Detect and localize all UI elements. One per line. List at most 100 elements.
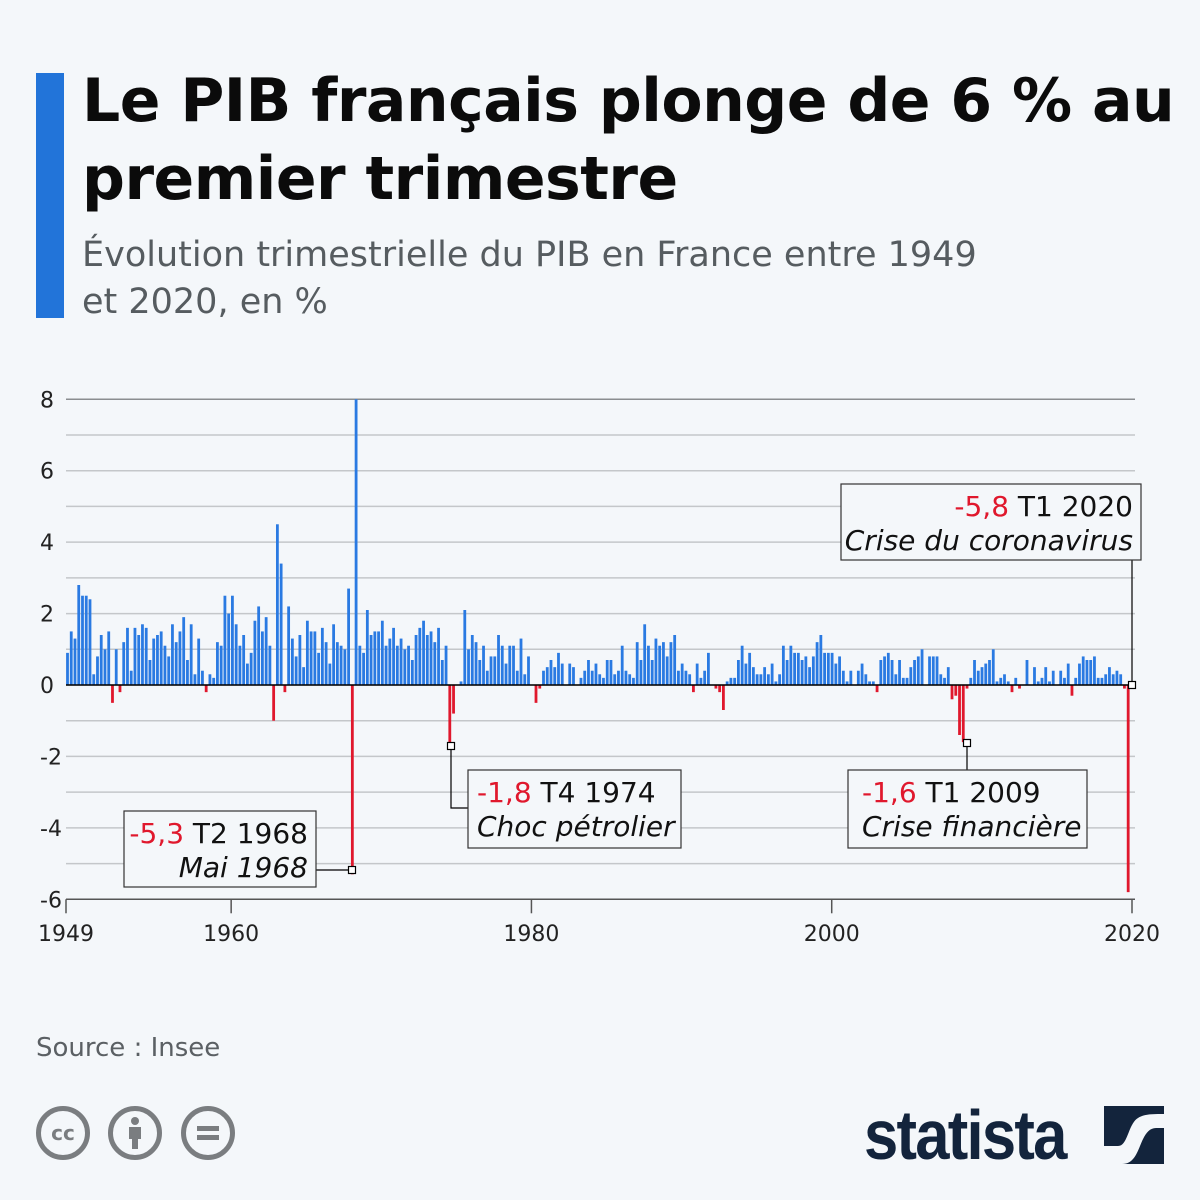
bar xyxy=(796,652,800,685)
bar xyxy=(774,681,778,685)
bar xyxy=(553,667,557,685)
bar xyxy=(669,642,673,685)
annotation-value: -1,6 xyxy=(862,776,917,809)
bar xyxy=(99,635,103,685)
x-tick-label: 1949 xyxy=(38,922,94,947)
bar xyxy=(639,660,643,685)
bar xyxy=(260,631,264,685)
bar xyxy=(984,663,988,685)
bar xyxy=(602,677,605,685)
annotation-box xyxy=(467,769,682,849)
bar xyxy=(444,645,448,685)
bar xyxy=(572,667,575,685)
bar xyxy=(388,638,392,685)
bar xyxy=(208,674,212,685)
bar xyxy=(497,635,500,685)
bar xyxy=(193,674,197,685)
bar xyxy=(920,649,924,685)
bar xyxy=(594,663,598,685)
annotation-value: -5,8 xyxy=(954,490,1009,523)
x-tick-label: 1960 xyxy=(203,922,259,947)
bar xyxy=(658,645,662,685)
bar xyxy=(129,670,133,685)
bar xyxy=(425,635,429,685)
annotation-value: -5,3 xyxy=(129,817,184,850)
bar xyxy=(467,649,470,685)
bar xyxy=(1085,660,1089,685)
bar xyxy=(88,599,92,685)
bar xyxy=(527,656,530,685)
bar xyxy=(871,681,875,685)
bar xyxy=(1096,677,1100,685)
bar xyxy=(201,670,204,685)
bar xyxy=(557,652,560,685)
bar xyxy=(928,656,931,685)
bar xyxy=(167,656,171,685)
bar xyxy=(1040,677,1044,685)
bar xyxy=(830,652,834,685)
bar xyxy=(354,399,358,685)
bar xyxy=(148,660,152,685)
cc-icon[interactable]: cc xyxy=(36,1106,90,1160)
bar xyxy=(699,677,703,685)
bar xyxy=(1014,677,1018,685)
bar xyxy=(729,677,733,685)
statista-logo-mark-icon xyxy=(1104,1106,1164,1164)
bar xyxy=(290,638,294,685)
bar xyxy=(841,670,845,685)
y-tick-label: -4 xyxy=(40,817,62,842)
bar xyxy=(92,674,96,685)
x-tick-label: 2020 xyxy=(1104,922,1160,947)
attribution-icon[interactable] xyxy=(108,1106,162,1160)
bar xyxy=(422,620,425,685)
bar xyxy=(234,624,238,685)
bar xyxy=(478,660,482,685)
no-derivatives-icon[interactable] xyxy=(181,1106,235,1160)
bar xyxy=(163,645,167,685)
bar xyxy=(763,667,767,685)
annotation-marker xyxy=(1127,680,1137,690)
y-tick-label: 8 xyxy=(40,388,54,413)
annotation-marker xyxy=(962,738,972,748)
bar xyxy=(96,656,99,685)
bar xyxy=(793,652,797,685)
y-tick-label: -2 xyxy=(40,745,62,770)
bar xyxy=(339,645,343,685)
bar xyxy=(257,606,261,685)
bar xyxy=(1093,656,1096,685)
bar xyxy=(883,656,886,685)
bar xyxy=(365,610,369,685)
bar xyxy=(815,642,819,685)
bar xyxy=(275,524,279,685)
bar xyxy=(587,660,590,685)
statista-logo[interactable]: statista xyxy=(864,1100,1164,1170)
bar xyxy=(440,660,444,685)
y-tick-label: 6 xyxy=(40,460,54,485)
bar xyxy=(909,667,913,685)
bar xyxy=(1070,685,1074,696)
bar xyxy=(542,670,545,685)
bar xyxy=(838,656,841,685)
bar xyxy=(73,638,77,685)
bar xyxy=(69,631,73,685)
bar xyxy=(946,667,950,685)
bar xyxy=(980,667,984,685)
bar xyxy=(320,627,324,685)
bar xyxy=(287,606,291,685)
bar xyxy=(789,645,793,685)
bar xyxy=(452,685,455,714)
bar xyxy=(264,617,268,685)
bar xyxy=(362,652,365,685)
bar xyxy=(305,620,309,685)
bar xyxy=(144,627,148,685)
bar xyxy=(474,642,478,685)
bar xyxy=(647,645,650,685)
bar xyxy=(879,660,883,685)
bar xyxy=(804,656,808,685)
bar xyxy=(407,645,410,685)
bar xyxy=(335,642,339,685)
bar xyxy=(84,595,88,685)
bar xyxy=(849,670,853,685)
bar xyxy=(508,645,512,685)
bar xyxy=(864,674,868,685)
